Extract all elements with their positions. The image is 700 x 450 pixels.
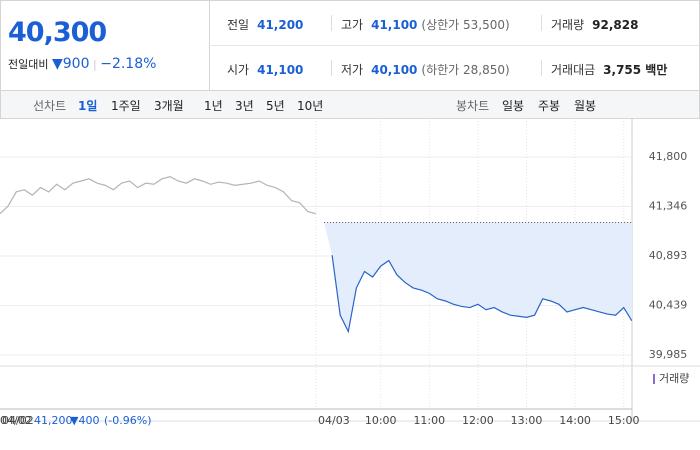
- footer-text: 41,200: [34, 414, 73, 427]
- info-cell: 거래량 92,828: [551, 16, 638, 33]
- tab-bar: 선차트 1일 1주일 3개월 1년 3년 5년 10년 봉차트 일봉 주봉 월봉: [0, 90, 700, 119]
- tab[interactable]: 1일: [78, 99, 98, 113]
- info-value: 41,100: [257, 63, 304, 77]
- info-extra: (하한가 28,850): [421, 63, 510, 77]
- price-line: [0, 175, 317, 215]
- info-value: 92,828: [592, 18, 639, 32]
- y-tick-label: 39,985: [649, 348, 688, 361]
- info-cell: 거래대금 3,755 백만: [551, 61, 667, 78]
- info-extra: (상한가 53,500): [421, 18, 510, 32]
- info-value: 3,755 백만: [603, 63, 668, 77]
- change: 전일대비 ▼900 | −2.18%: [8, 56, 157, 72]
- tab[interactable]: 주봉: [538, 99, 561, 113]
- legend-swatch: [653, 374, 655, 384]
- tab[interactable]: 10년: [297, 99, 324, 113]
- x-tick-label: 14:00: [559, 414, 591, 427]
- info-label: 시가: [227, 63, 250, 77]
- tab[interactable]: 일봉: [502, 99, 525, 113]
- info-label: 고가: [341, 18, 364, 32]
- y-tick-label: 41,800: [649, 150, 688, 163]
- legend-label: 거래량: [659, 372, 689, 385]
- x-tick-label: 15:00: [608, 414, 640, 427]
- footer-text: ▼400: [70, 414, 99, 427]
- info-row: 전일 41,200 고가 41,100 (상한가 53,500) 거래량 92,828: [211, 1, 699, 46]
- area-fill: [324, 222, 632, 332]
- x-tick-label: 11:00: [413, 414, 445, 427]
- separator: [331, 15, 332, 31]
- tab-group-label: 선차트: [33, 99, 67, 113]
- change-amount: 900: [62, 56, 90, 72]
- info-value: 40,100: [371, 63, 418, 77]
- tab[interactable]: 1주일: [111, 99, 141, 113]
- x-tick-label: 10:00: [365, 414, 397, 427]
- info-label: 거래량: [551, 18, 585, 32]
- separator: [541, 15, 542, 31]
- y-tick-label: 41,346: [649, 200, 688, 213]
- info-cell: 저가 40,100 (하한가 28,850): [341, 61, 510, 78]
- info-cell: 시가 41,100: [227, 61, 303, 78]
- price-box: 40,300 전일대비 ▼900 | −2.18%: [1, 1, 210, 90]
- info-value: 41,100: [371, 18, 418, 32]
- summary: 40,300 전일대비 ▼900 | −2.18% 전일 41,200 고가 41,1…: [0, 0, 700, 91]
- x-tick-label: 04/03: [318, 414, 350, 427]
- separator: [541, 60, 542, 76]
- change-pct: −2.18%: [100, 56, 157, 72]
- price: 40,300: [8, 17, 107, 48]
- tab[interactable]: 월봉: [574, 99, 597, 113]
- y-tick-label: 40,893: [649, 249, 688, 262]
- info-row: 시가 41,100 저가 40,100 (하한가 28,850) 거래대금 3,755 백만: [211, 46, 699, 90]
- chart: 39,985 40,439 40,893 41,346 41,800 04/02 04/03…: [0, 118, 700, 427]
- tab-group-label: 봉차트: [456, 99, 490, 113]
- y-tick-label: 40,439: [649, 298, 688, 311]
- info-label: 거래대금: [551, 63, 596, 77]
- separator: [331, 60, 332, 76]
- x-tick-label: 12:00: [462, 414, 494, 427]
- info-label: 전일: [227, 18, 250, 32]
- tab[interactable]: 3년: [235, 99, 254, 113]
- info-label: 저가: [341, 63, 364, 77]
- x-tick-label: 04/02: [2, 414, 34, 427]
- info-value: 41,200: [257, 18, 304, 32]
- tab[interactable]: 3개월: [154, 99, 184, 113]
- tab[interactable]: 1년: [204, 99, 223, 113]
- tab[interactable]: 5년: [266, 99, 285, 113]
- footer-text: 04/02: [0, 414, 32, 427]
- x-tick-label: 13:00: [511, 414, 543, 427]
- change-label: 전일대비: [8, 58, 49, 71]
- price-line: [331, 255, 633, 334]
- footer-text: (-0.96%): [104, 414, 152, 427]
- info-cell: 고가 41,100 (상한가 53,500): [341, 16, 510, 33]
- info-cell: 전일 41,200: [227, 16, 303, 33]
- change-value: ▼900: [51, 56, 90, 72]
